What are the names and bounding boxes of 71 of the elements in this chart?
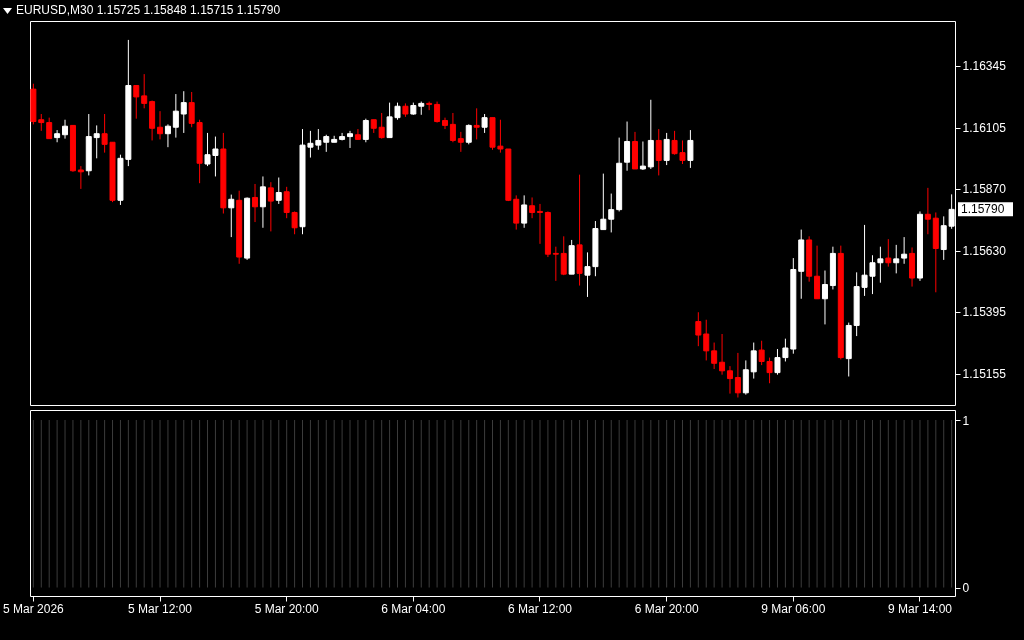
candlestick [655,128,662,176]
candlestick [537,203,543,245]
candlestick [62,119,69,140]
y-tick-label: 1.15870 [962,182,1007,197]
y-tick-label: 1.16345 [962,59,1007,74]
candlestick [157,110,164,140]
x-tick-label: 6 Mar 20:00 [634,601,699,616]
x-tick-label: 9 Mar 14:00 [887,601,953,616]
candlestick [711,342,718,370]
candlestick [639,140,646,171]
candlestick [172,93,179,139]
y-tick-label: 1.15155 [962,367,1007,382]
y-tick-label: 1.16105 [962,121,1007,136]
candlestick [885,238,892,268]
candlestick [552,246,559,282]
candlestick [252,183,259,223]
candlestick [473,107,480,140]
candlestick [354,128,361,140]
candlestick [465,123,472,145]
candlestick [750,342,757,380]
x-tick-label: 6 Mar 04:00 [381,601,446,616]
candlestick [457,131,464,153]
candlestick [434,101,441,124]
candlestick [893,244,900,274]
candlestick [54,129,61,143]
candlestick [228,194,235,238]
y-tick-label: 0 [962,581,970,596]
x-tick-label: 9 Mar 06:00 [761,601,826,616]
candlestick [449,112,456,143]
candlestick [513,194,520,231]
candlestick [347,130,354,149]
candlestick [267,181,274,232]
candlestick [141,73,148,109]
y-tick-label: 1.15395 [962,305,1007,320]
candlestick [901,236,908,265]
candlestick [133,85,140,120]
candlestick [259,175,266,229]
x-tick-label: 5 Mar 2026 [3,601,65,616]
candlestick [77,165,84,190]
candlestick [46,117,53,140]
candlestick [624,121,631,172]
candlestick [560,235,567,276]
candlestick [726,365,733,395]
candlestick [481,113,488,134]
candlestick [275,177,282,205]
candlestick [719,333,726,376]
candlestick [362,118,369,143]
candlestick [924,187,931,235]
candlestick [93,124,100,159]
candlestick [378,112,385,140]
candlestick [695,311,702,347]
candlestick [687,129,694,169]
y-tick-label: 1 [962,413,970,428]
candlestick [180,90,187,134]
candlestick [521,194,528,229]
candlestick [442,117,448,130]
candlestick [742,359,749,396]
candlestick [703,319,710,361]
x-tick-label: 5 Mar 20:00 [254,601,320,616]
text: 1.15790 [961,202,1005,217]
candlestick [734,352,741,398]
candlestick [663,132,670,166]
chart-title: EURUSD,M30 1.15725 1.15848 1.15715 1.15790 [16,2,281,17]
candlestick [608,193,615,233]
x-tick-label: 6 Mar 12:00 [507,601,573,616]
candlestick [164,123,171,148]
candlestick [814,245,821,300]
candlestick [529,196,536,219]
y-tick-label: 1.15630 [962,244,1007,259]
x-tick-label: 5 Mar 12:00 [128,601,193,616]
candlestick [821,270,828,325]
